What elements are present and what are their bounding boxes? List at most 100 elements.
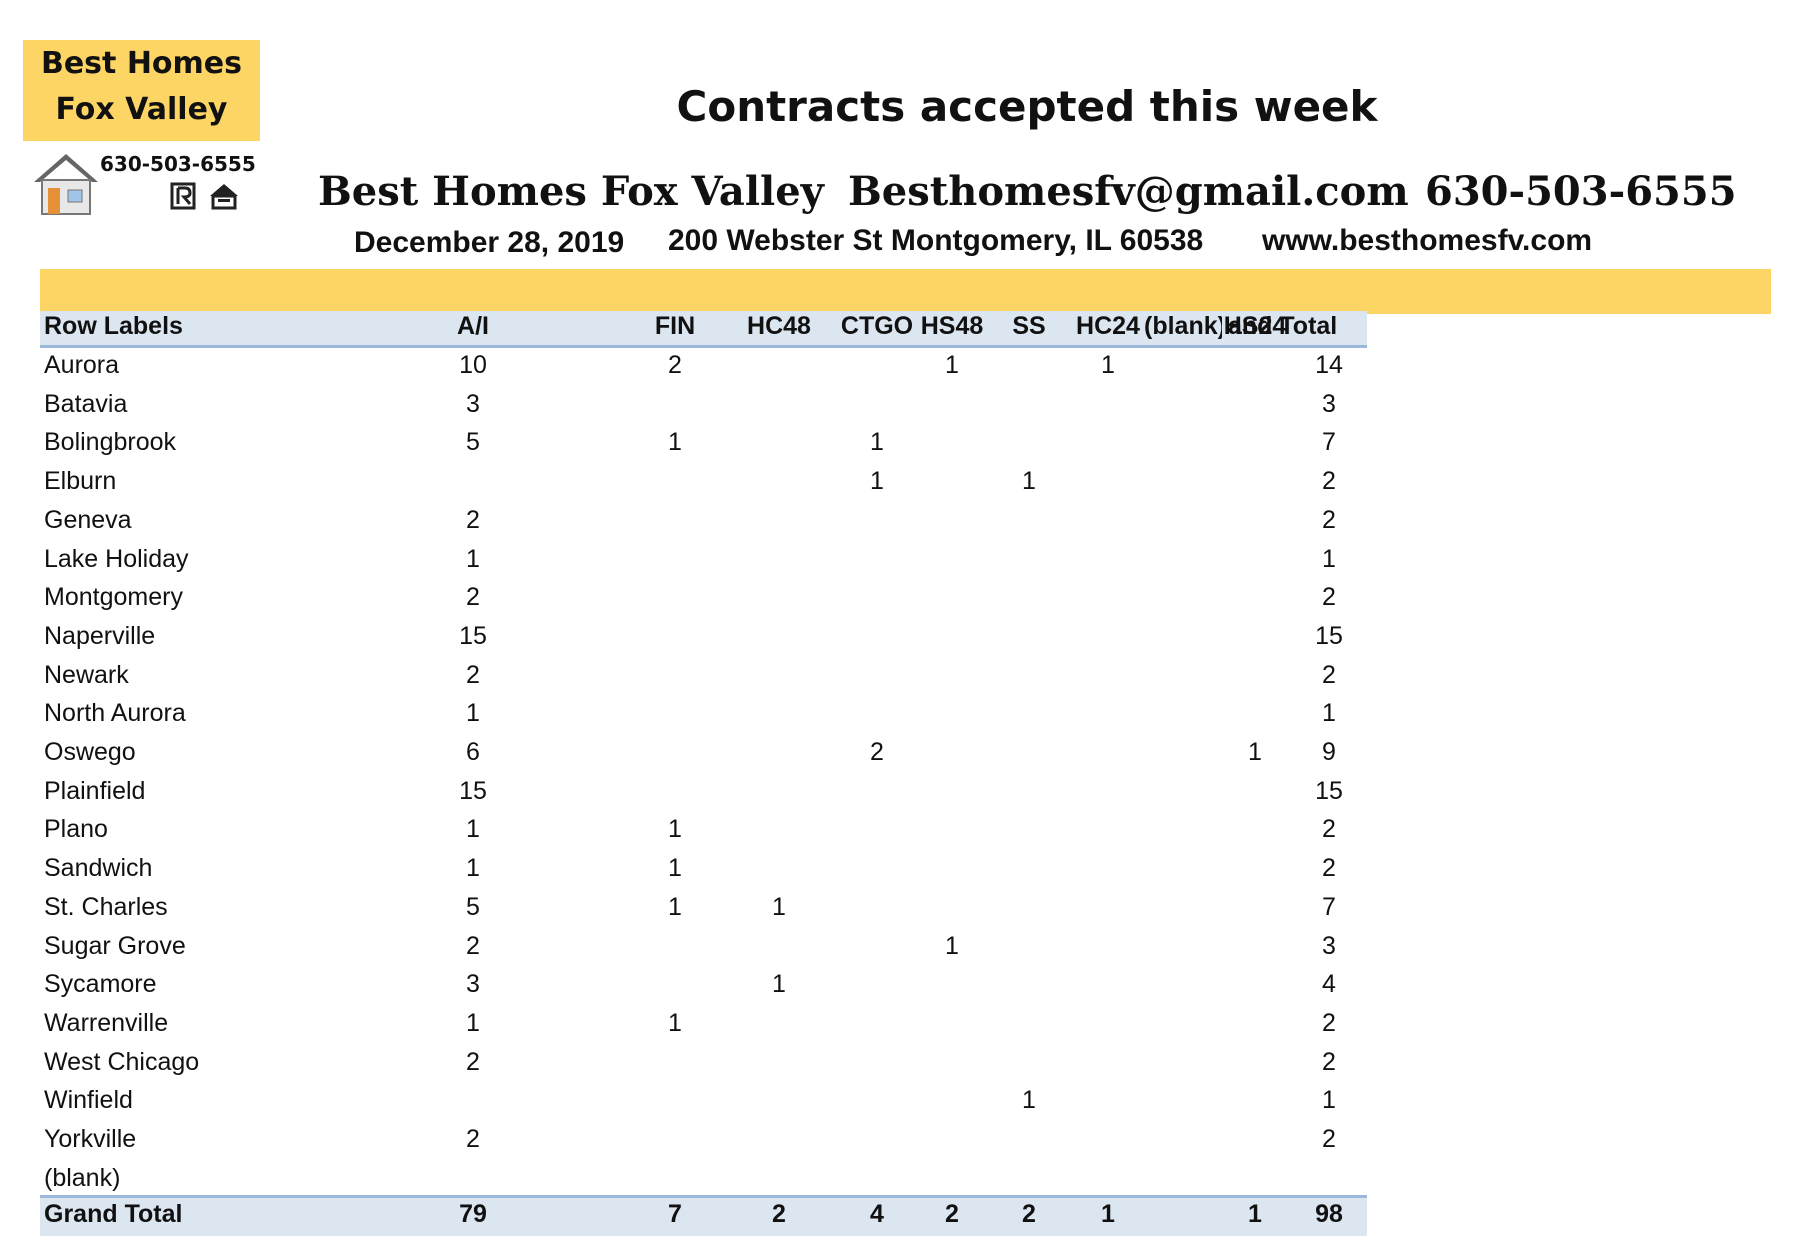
total-value: 2: [772, 1200, 786, 1228]
cell-value: 2: [1322, 583, 1336, 612]
column-header: HC48: [747, 312, 811, 340]
column-header: A/I: [457, 312, 489, 340]
cell-value: 7: [1322, 428, 1336, 457]
column-header: HS24: [1223, 312, 1287, 340]
cell-value: 4: [1322, 970, 1336, 999]
cell-value: 1: [1322, 699, 1336, 728]
cell-value: 2: [466, 505, 480, 534]
row-label: St. Charles: [44, 892, 168, 921]
cell-value: 2: [466, 583, 480, 612]
row-label: Sycamore: [44, 970, 157, 999]
column-header: CTGO: [840, 312, 914, 340]
cell-value: 1: [1248, 738, 1262, 766]
row-label: Montgomery: [44, 583, 183, 612]
cell-value: 15: [459, 621, 487, 650]
row-label: Elburn: [44, 467, 117, 496]
cell-value: 1: [945, 931, 959, 960]
cell-value: 1: [668, 892, 682, 921]
total-value: 79: [459, 1200, 487, 1228]
total-value: 2: [945, 1200, 959, 1228]
row-label: Oswego: [44, 738, 136, 766]
cell-value: 1: [1022, 1086, 1036, 1115]
column-header: HS48: [920, 312, 984, 340]
row-label: North Aurora: [44, 699, 186, 728]
row-label: Lake Holiday: [44, 544, 189, 573]
row-label: Plainfield: [44, 776, 146, 805]
row-label: Winfield: [44, 1086, 133, 1115]
company: Best Homes Fox Valley: [318, 168, 824, 215]
cell-value: 3: [1322, 931, 1336, 960]
cell-value: 1: [945, 351, 959, 379]
row-label: Geneva: [44, 505, 132, 534]
column-header: HC24: [1076, 312, 1140, 340]
total-row: [40, 1195, 1367, 1236]
cell-value: 1: [466, 1008, 480, 1037]
cell-value: 5: [466, 892, 480, 921]
cell-value: 2: [466, 1047, 480, 1076]
email: Besthomesfv@gmail.com: [848, 168, 1409, 215]
band: [40, 269, 1771, 314]
logo-box: Best Homes Fox Valley: [23, 40, 260, 141]
realtor-icons: [170, 182, 238, 210]
row-label: West Chicago: [44, 1047, 200, 1076]
cell-value: 3: [1322, 389, 1336, 418]
cell-value: 1: [466, 815, 480, 844]
cell-value: 15: [1315, 621, 1343, 650]
address: 200 Webster St Montgomery, IL 60538: [668, 224, 1204, 257]
cell-value: 3: [466, 970, 480, 999]
column-header: Row Labels: [44, 312, 183, 340]
cell-value: 2: [466, 1125, 480, 1153]
cell-value: 5: [466, 428, 480, 457]
cell-value: 3: [466, 389, 480, 418]
house-icon: [34, 154, 98, 215]
date: December 28, 2019: [354, 226, 625, 259]
cell-value: 10: [459, 351, 487, 379]
cell-value: 15: [1315, 776, 1343, 805]
total-value: 1: [1248, 1200, 1262, 1228]
cell-value: 1: [1322, 1086, 1336, 1115]
row-label: Sugar Grove: [44, 931, 186, 960]
cell-value: 14: [1315, 351, 1343, 379]
cell-value: 1: [772, 892, 786, 921]
cell-value: 2: [1322, 815, 1336, 844]
total-value: 2: [1022, 1200, 1036, 1228]
row-label: Warrenville: [44, 1008, 169, 1037]
cell-value: 1: [1322, 544, 1336, 573]
cell-value: 1: [466, 699, 480, 728]
logo-text: Fox Valley: [55, 92, 228, 127]
row-label: Naperville: [44, 621, 156, 650]
row-label: (blank): [44, 1163, 121, 1192]
cell-value: 2: [870, 738, 884, 766]
row-label: Newark: [44, 660, 129, 689]
logo-phone: 630-503-6555: [100, 152, 256, 176]
cell-value: 1: [668, 428, 682, 457]
cell-value: 1: [772, 970, 786, 999]
cell-value: 9: [1322, 738, 1336, 766]
column-header: (blank): [1144, 312, 1222, 340]
cell-value: 15: [459, 776, 487, 805]
cell-value: 2: [1322, 1125, 1336, 1153]
cell-value: 1: [466, 544, 480, 573]
total-value: 98: [1315, 1200, 1343, 1228]
row-label: Aurora: [44, 351, 120, 379]
cell-value: 1: [1101, 351, 1115, 379]
cell-value: 1: [870, 428, 884, 457]
cell-value: 2: [466, 931, 480, 960]
cell-value: 2: [466, 660, 480, 689]
logo-text: Best Homes: [40, 46, 243, 81]
website: www.besthomesfv.com: [1262, 224, 1593, 257]
cell-value: 6: [466, 738, 480, 766]
cell-value: 2: [1322, 1047, 1336, 1076]
total-label: Grand Total: [44, 1200, 183, 1228]
row-label: Plano: [44, 815, 108, 844]
header-row: [40, 311, 1367, 348]
cell-value: 1: [668, 1008, 682, 1037]
title: Contracts accepted this week: [676, 82, 1378, 131]
cell-value: 1: [1022, 467, 1036, 496]
cell-value: 2: [1322, 1008, 1336, 1037]
cell-value: 2: [1322, 854, 1336, 883]
cell-value: 1: [466, 854, 480, 883]
phone: 630-503-6555: [1425, 168, 1737, 215]
total-value: 4: [870, 1200, 884, 1228]
